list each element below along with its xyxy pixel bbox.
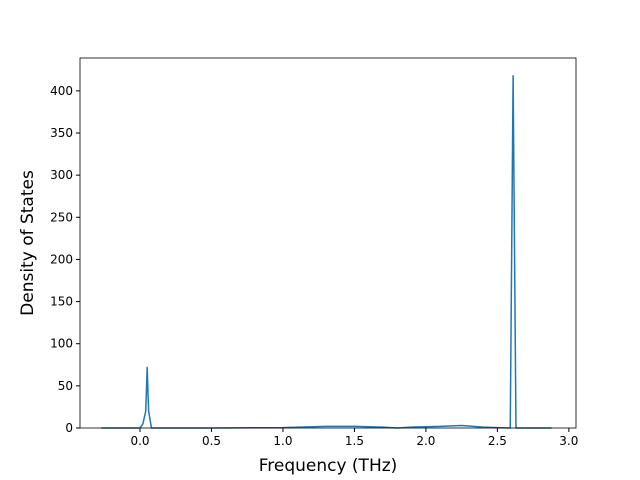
y-tick-label: 50: [58, 379, 73, 393]
x-tick-label: 2.0: [416, 434, 435, 448]
y-tick-label: 350: [50, 126, 73, 140]
x-tick-label: 0.0: [130, 434, 149, 448]
y-tick-label: 0: [65, 421, 73, 435]
line: [101, 74, 552, 429]
y-tick-label: 100: [50, 337, 73, 351]
x-tick-label: 0.5: [202, 434, 221, 448]
x-tick-label: 3.0: [559, 434, 578, 448]
plot-frame: [79, 57, 577, 429]
x-tick-label: 1.0: [273, 434, 292, 448]
x-axis-label: Frequency (THz): [259, 456, 398, 476]
y-tick-label: 300: [50, 168, 73, 182]
y-tick-label: 400: [50, 84, 73, 98]
y-axis-label: Density of States: [18, 170, 38, 316]
y-tick-label: 250: [50, 210, 73, 224]
x-tick-label: 1.5: [345, 434, 364, 448]
x-tick-label: 2.5: [488, 434, 507, 448]
y-tick-label: 150: [50, 295, 73, 309]
y-tick-label: 200: [50, 252, 73, 266]
